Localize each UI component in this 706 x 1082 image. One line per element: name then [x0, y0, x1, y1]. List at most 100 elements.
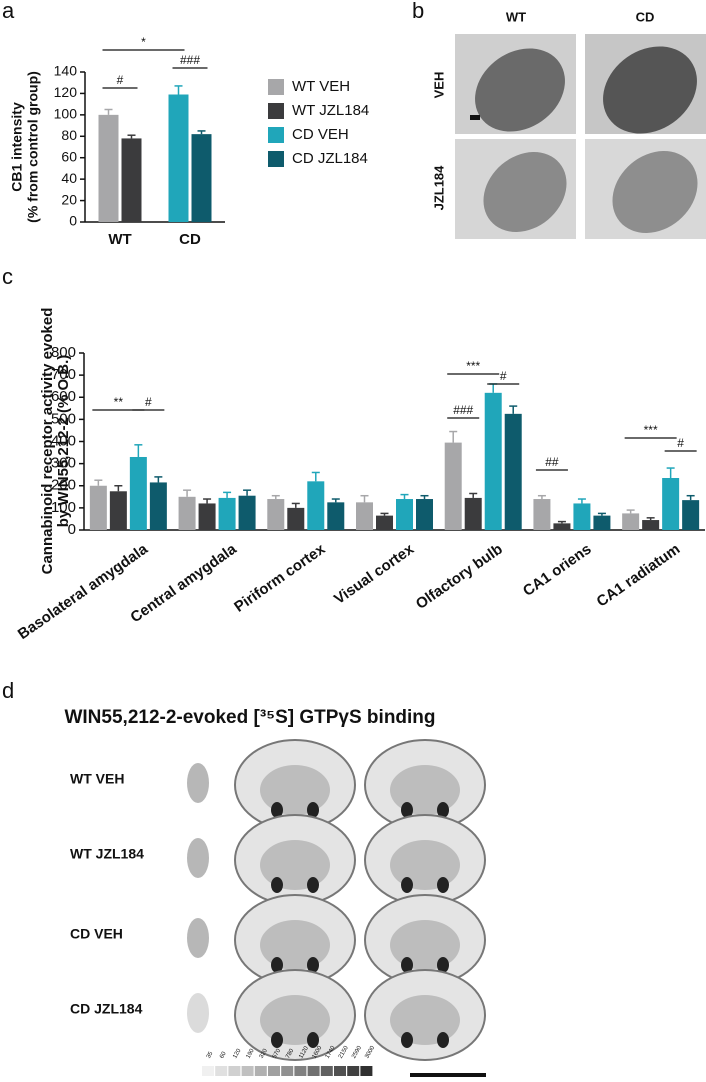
brain-dark [271, 877, 283, 893]
bar [218, 497, 236, 530]
significance-label: # [117, 73, 124, 87]
bar [307, 481, 325, 530]
y-tick-label: 300 [51, 455, 76, 472]
bar [396, 499, 413, 530]
autoradiographs [187, 739, 486, 1061]
x-tick-label: CD [179, 231, 201, 248]
legend-swatch [268, 127, 284, 143]
calibration-label: 2590 [351, 1045, 363, 1060]
y-tick-label: 400 [51, 432, 76, 449]
calibration-swatch [347, 1066, 360, 1076]
brain-dark [437, 957, 449, 973]
micrographs [455, 34, 706, 239]
significance-label: ** [114, 395, 124, 409]
significance-label: *** [466, 359, 480, 373]
significance-label: *** [644, 423, 658, 437]
calibration-label: 120 [232, 1048, 243, 1060]
significance-label: * [141, 35, 146, 49]
calibration-swatch [268, 1066, 280, 1076]
y-tick-label: 20 [61, 191, 77, 207]
brain-dark [271, 802, 283, 818]
panel-label: c [2, 264, 13, 289]
calibration-swatch [294, 1066, 307, 1076]
blob [187, 918, 209, 958]
panel-label: a [2, 0, 15, 23]
panel-label: d [2, 678, 14, 703]
bar [129, 456, 147, 530]
brain-dark [401, 877, 413, 893]
significance-label: ### [453, 403, 473, 417]
brain-core [260, 995, 330, 1045]
bar [287, 507, 305, 530]
bar [464, 497, 482, 530]
column-label: WT [506, 9, 526, 24]
brain-dark [437, 802, 449, 818]
bar [376, 515, 393, 530]
calibration-scale: 35 60 120 190 320 570 780 1120 1600 1740 2150 2590 3… [202, 1045, 377, 1076]
calibration-label: 320 [259, 1048, 270, 1060]
bar [504, 413, 522, 530]
blob [187, 993, 209, 1033]
y-axis-label: (% from control group) [25, 71, 41, 223]
bar [238, 495, 256, 530]
bar [553, 523, 571, 530]
y-tick-label: 120 [54, 84, 78, 100]
bar [121, 138, 142, 222]
bar [356, 502, 373, 530]
brain-dark [401, 957, 413, 973]
bar [89, 485, 107, 530]
bar [198, 503, 216, 530]
calibration-swatch [241, 1066, 254, 1076]
brain-dark [401, 1032, 413, 1048]
x-tick-label: Piriform cortex [231, 540, 329, 616]
legend-swatch [268, 79, 284, 95]
legend-label: WT JZL184 [292, 102, 369, 119]
brain-dark [307, 802, 319, 818]
legend-swatch [268, 151, 284, 167]
bar [416, 499, 433, 530]
calibration-label: 35 [206, 1050, 215, 1059]
x-tick-label: Basolateral amygdala [15, 540, 152, 643]
calibration-swatch [254, 1066, 267, 1076]
calibration-swatch [228, 1066, 241, 1076]
brain-dark [437, 1032, 449, 1048]
calibration-swatch [281, 1066, 294, 1076]
brain-core [390, 995, 460, 1045]
significance-label: ### [180, 53, 200, 67]
calibration-label: 2150 [338, 1045, 350, 1060]
blob [187, 763, 209, 803]
calibration-swatch [215, 1066, 228, 1076]
brain-dark [307, 1032, 319, 1048]
row-label: CD VEH [70, 926, 123, 942]
brain-core [260, 765, 330, 815]
bar [484, 392, 502, 530]
y-tick-label: 600 [51, 388, 76, 405]
calibration-swatch [360, 1066, 373, 1076]
row-label: VEH [431, 72, 446, 99]
calibration-label: 1120 [298, 1045, 310, 1060]
y-tick-label: 140 [54, 63, 78, 79]
brain-dark [437, 877, 449, 893]
y-tick-label: 40 [61, 170, 77, 186]
bar [98, 114, 119, 222]
y-tick-label: 800 [51, 344, 76, 361]
significance-label: # [677, 436, 684, 450]
significance-label: ## [545, 455, 559, 469]
bar [593, 515, 611, 530]
bar [267, 499, 285, 530]
calibration-swatch [202, 1066, 214, 1076]
y-tick-label: 100 [54, 106, 78, 122]
bar [573, 503, 591, 530]
brain-core [390, 840, 460, 890]
brain-core [260, 920, 330, 970]
y-tick-label: 700 [51, 366, 76, 383]
row-label: WT JZL184 [70, 846, 144, 862]
brain-core [260, 840, 330, 890]
y-tick-label: 200 [51, 477, 76, 494]
binding-title: WIN55,212-2-evoked [³⁵S] GTPγS binding [64, 707, 435, 728]
legend-label: CD JZL184 [292, 150, 368, 167]
y-tick-label: 0 [69, 213, 77, 229]
brain-dark [271, 957, 283, 973]
row-label: JZL184 [431, 165, 446, 211]
